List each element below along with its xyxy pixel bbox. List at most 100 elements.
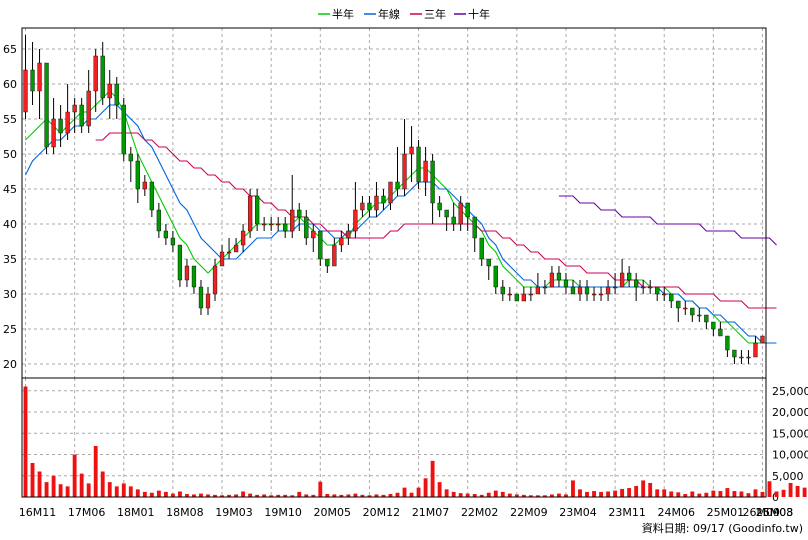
candle-body bbox=[711, 321, 716, 330]
volume-bar bbox=[479, 494, 484, 497]
volume-bar bbox=[648, 482, 653, 497]
volume-bar bbox=[669, 491, 674, 497]
volume-bar bbox=[332, 494, 337, 497]
volume-bar bbox=[430, 460, 435, 497]
volume-bar bbox=[465, 493, 470, 497]
candle-body bbox=[423, 160, 428, 183]
volume-bar bbox=[58, 484, 63, 497]
candle-body bbox=[283, 223, 288, 232]
x-tick-label: 16M11 bbox=[19, 506, 57, 519]
chart-legend: 半年 年線 三年 十年 bbox=[318, 7, 490, 21]
data-date-footer: 資料日期: 09/17 (Goodinfo.tw) bbox=[642, 521, 803, 535]
candle-body bbox=[297, 209, 302, 218]
x-tick-label: 24M06 bbox=[657, 506, 695, 519]
volume-bar bbox=[346, 494, 351, 497]
volume-bar bbox=[170, 493, 175, 497]
volume-bar bbox=[65, 486, 70, 497]
candle-body bbox=[500, 286, 505, 295]
candle-body bbox=[458, 202, 463, 225]
candle-body bbox=[746, 356, 751, 359]
volume-bar bbox=[360, 494, 365, 497]
x-tick-label: 20M05 bbox=[314, 506, 352, 519]
candle-body bbox=[114, 83, 119, 106]
volume-axis: 0 5,000 10,000 15,000 20,000 25,000 bbox=[772, 385, 808, 504]
volume-bar bbox=[564, 494, 568, 497]
legend-label-ten-year: 十年 bbox=[468, 7, 490, 21]
candle-body bbox=[676, 300, 681, 309]
candle-body bbox=[191, 265, 197, 288]
price-panel: 20 25 30 35 40 45 50 55 60 65 bbox=[3, 27, 777, 379]
price-grid bbox=[22, 28, 766, 378]
volume-bar bbox=[507, 493, 512, 497]
volume-tick-label: 5,000 bbox=[772, 470, 804, 483]
candle-body bbox=[240, 230, 246, 246]
candle-body bbox=[605, 286, 611, 295]
volume-bar bbox=[177, 491, 182, 497]
candle-body bbox=[107, 83, 112, 99]
volume-tick-label: 10,000 bbox=[772, 449, 808, 462]
volume-bar bbox=[367, 495, 372, 497]
price-panel-frame bbox=[21, 27, 767, 379]
volume-bar bbox=[760, 491, 765, 497]
volume-bar bbox=[802, 487, 807, 497]
volume-bar bbox=[585, 491, 589, 497]
candle-body bbox=[353, 209, 358, 232]
volume-bar bbox=[213, 494, 217, 497]
volume-bar bbox=[93, 446, 98, 497]
candle-body bbox=[177, 244, 183, 281]
volume-bar bbox=[318, 481, 323, 497]
volume-bar bbox=[185, 494, 189, 497]
x-tick-label: 19M10 bbox=[264, 506, 302, 519]
volume-bar bbox=[283, 494, 288, 497]
candle-body bbox=[669, 293, 674, 302]
volume-bar bbox=[290, 495, 295, 497]
candle-body bbox=[465, 202, 470, 218]
volume-bar bbox=[107, 482, 112, 497]
legend-item-ten-year: 十年 bbox=[454, 7, 490, 21]
candle-body bbox=[367, 202, 372, 211]
candle-body bbox=[627, 272, 632, 281]
candle-body bbox=[255, 195, 260, 225]
candle-body bbox=[381, 195, 386, 204]
volume-bar bbox=[634, 485, 639, 497]
candle-body bbox=[549, 272, 555, 288]
volume-bar bbox=[388, 494, 393, 497]
candle-body bbox=[430, 160, 435, 204]
volume-bar bbox=[163, 491, 168, 497]
volume-bar bbox=[641, 480, 646, 497]
volume-bar bbox=[557, 493, 561, 497]
volume-bar bbox=[451, 491, 456, 497]
volume-bar bbox=[192, 494, 196, 497]
volume-bar bbox=[135, 489, 140, 497]
price-tick-label: 30 bbox=[3, 288, 17, 301]
price-tick-label: 60 bbox=[3, 78, 17, 91]
volume-bar bbox=[500, 491, 505, 497]
volume-bar bbox=[662, 489, 667, 497]
volume-bar bbox=[156, 490, 161, 497]
candle-body bbox=[142, 181, 147, 190]
volume-bar bbox=[620, 488, 625, 497]
candle-body bbox=[704, 314, 709, 323]
candle-body bbox=[479, 237, 484, 260]
volume-bar bbox=[732, 491, 737, 497]
candle-body bbox=[556, 272, 562, 281]
candle-body bbox=[612, 286, 618, 289]
candle-body bbox=[23, 69, 28, 113]
candle-body bbox=[198, 286, 204, 309]
legend-item-three-year: 三年 bbox=[410, 7, 446, 21]
candle-body bbox=[30, 69, 35, 92]
candle-body bbox=[156, 209, 161, 232]
candle-body bbox=[409, 146, 414, 155]
volume-bar bbox=[304, 494, 309, 497]
x-tick-label: 23M04 bbox=[559, 506, 597, 519]
volume-bar bbox=[528, 495, 533, 497]
x-tick-label: 18M01 bbox=[117, 506, 155, 519]
candle-body bbox=[437, 202, 442, 211]
volume-bar bbox=[409, 492, 414, 497]
candle-body bbox=[170, 237, 176, 246]
candle-body bbox=[739, 356, 744, 359]
candle-body bbox=[219, 251, 225, 267]
volume-bar bbox=[655, 489, 660, 497]
candle-body bbox=[591, 293, 597, 296]
candle-body bbox=[318, 230, 323, 260]
